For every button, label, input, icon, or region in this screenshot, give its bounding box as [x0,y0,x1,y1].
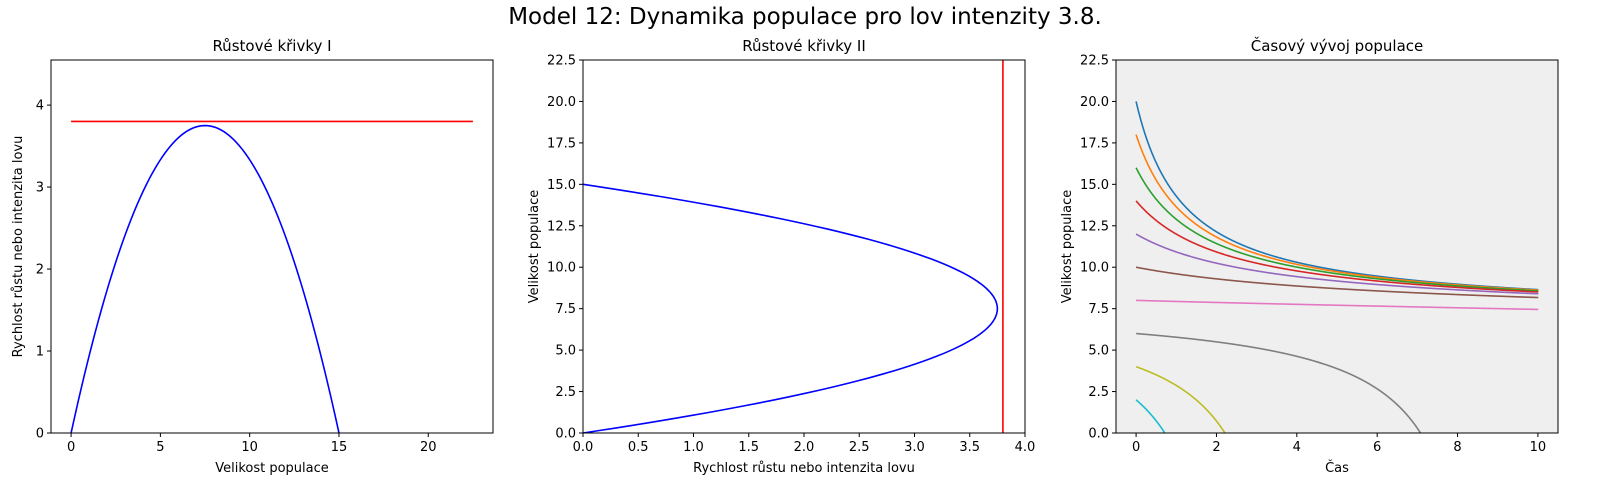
plot-frame [50,59,494,434]
series-line-7 [1136,299,1539,311]
x-axis-label: Čas [1325,460,1349,476]
series-line-5 [1135,233,1539,295]
series-line-9 [1135,365,1226,433]
x-tick-label: 1.5 [738,440,759,455]
series-line-2 [1135,134,1539,291]
series-group [583,60,1004,433]
y-tick-label: 3 [36,181,44,196]
x-tick-label: 5 [156,440,164,455]
x-tick-label: 6 [1373,440,1381,455]
x-tick-label: 20 [420,440,437,455]
y-tick-label: 2 [36,263,44,278]
x-tick-label: 3.5 [959,440,980,455]
x-axis-label: Rychlost růstu nebo intenzita lovu [693,461,915,476]
x-tick-label: 2.0 [794,440,815,455]
y-tick-label: 0 [36,427,44,442]
y-tick-label: 5.0 [1088,344,1109,359]
y-tick-label: 22.5 [547,54,576,69]
x-axis-label: Velikost populace [215,461,329,476]
y-tick-label: 7.5 [555,302,576,317]
y-tick-label: 10.0 [1080,261,1109,276]
y-axis-label: Rychlost růstu nebo intenzita lovu [11,136,26,358]
x-tick-label: 2 [1212,440,1220,455]
y-tick-label: 0.0 [1088,427,1109,442]
x-tick-label: 15 [331,440,348,455]
x-tick-label: 0.5 [628,440,649,455]
figure-title: Model 12: Dynamika populace pro lov inte… [508,4,1102,30]
x-tick-label: 10 [1530,440,1547,455]
plot-p3: 0 2 4 6 8 10 0.0 2.5 5.0 7.5 10.0 12.5 15.0 17.5 20.0 2… [1060,36,1559,476]
x-tick-label: 4.0 [1015,440,1036,455]
series-group [1135,101,1539,433]
y-tick-label: 2.5 [1088,385,1109,400]
series-line-1 [70,124,340,433]
x-tick-label: 0.0 [573,440,594,455]
x-tick-label: 0 [67,440,75,455]
series-line-3 [1135,167,1539,292]
x-tick-label: 1.0 [683,440,704,455]
series-line-6 [1135,266,1539,299]
series-line-8 [1136,332,1422,433]
y-tick-label: 7.5 [1088,302,1109,317]
y-tick-label: 15.0 [1080,178,1109,193]
plot-frame [1115,59,1559,434]
y-tick-label: 15.0 [547,178,576,193]
series-line-4 [1135,200,1539,293]
y-tick-label: 5.0 [555,344,576,359]
plot-title: Růstové křivky I [212,37,331,55]
x-tick-label: 8 [1453,440,1461,455]
plot-background [1116,60,1558,433]
y-axis-label: Velikost populace [1060,190,1075,304]
plot-background [51,60,493,433]
x-tick-label: 4 [1293,440,1301,455]
y-tick-label: 10.0 [547,261,576,276]
y-tick-label: 20.0 [1080,95,1109,110]
plot-title: Růstové křivky II [742,37,866,55]
y-tick-label: 22.5 [1080,54,1109,69]
plot-background [583,60,1025,433]
plot-p2: 0.0 0.5 1.0 1.5 2.0 2.5 3.0 3.5 4.0 0.0 2.5 5.0 7.5 1… [527,37,1035,476]
series-line-1 [583,183,999,433]
y-tick-label: 0.0 [555,427,576,442]
y-tick-label: 20.0 [547,95,576,110]
y-tick-label: 17.5 [547,136,576,151]
x-tick-label: 10 [241,440,258,455]
y-tick-label: 12.5 [1080,219,1109,234]
y-axis-label: Velikost populace [527,190,542,304]
x-tick-label: 0 [1132,440,1140,455]
y-tick-label: 17.5 [1080,136,1109,151]
y-tick-label: 1 [36,345,44,360]
y-tick-label: 12.5 [547,219,576,234]
series-group [70,120,473,433]
y-tick-label: 4 [36,99,44,114]
x-tick-label: 3.0 [904,440,925,455]
plot-p1: 0 5 10 15 20 0 1 2 3 4 Růstové křivky I Velikost po… [11,37,494,476]
x-tick-label: 2.5 [849,440,870,455]
series-line-10 [1135,399,1166,433]
y-tick-label: 2.5 [555,385,576,400]
plot-title: Časový vývoj populace [1251,36,1424,55]
